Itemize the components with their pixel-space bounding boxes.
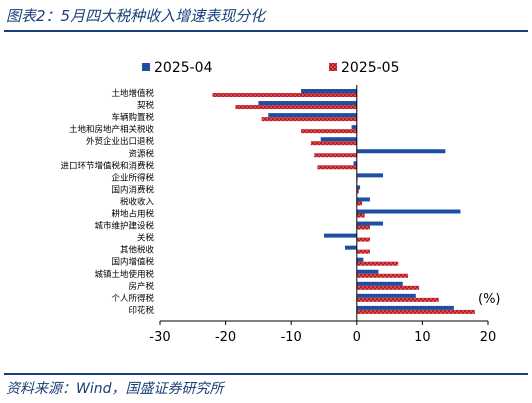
bar-2025-04-13 (344, 245, 357, 250)
category-label: 耕地占用税 (111, 209, 154, 220)
bar-2025-05-16 (356, 285, 420, 290)
bar-2025-04-8 (356, 185, 361, 190)
category-label: 车辆购置税 (111, 112, 154, 123)
bar-2025-05-3 (301, 129, 357, 134)
legend-label-2025-04: 2025-04 (154, 60, 213, 76)
bar-2025-04-10 (356, 209, 461, 214)
bar-2025-04-12 (324, 233, 357, 238)
bar-2025-04-16 (356, 281, 403, 286)
x-axis: -30 -20 -10 0 10 20 (149, 84, 497, 345)
bar-2025-04-6 (353, 161, 357, 166)
bar-2025-05-11 (356, 225, 370, 230)
category-label: 关税 (137, 233, 155, 244)
title-rule (4, 30, 528, 32)
legend-label-2025-05: 2025-05 (341, 60, 400, 76)
bars-group (212, 89, 475, 314)
category-label: 进口环节增值税和消费税 (60, 160, 154, 171)
unit-label: (%) (478, 292, 501, 307)
bar-2025-04-15 (356, 269, 379, 274)
source-note: 资料来源：Wind，国盛证券研究所 (6, 381, 224, 397)
bar-2025-05-1 (235, 105, 357, 110)
bar-2025-05-9 (356, 201, 363, 206)
bar-2025-05-18 (356, 309, 475, 314)
bar-2025-05-5 (314, 153, 357, 158)
bar-2025-04-18 (356, 305, 454, 310)
bar-chart: 2025-04 2025-05 -30 -20 -10 0 10 20 土地增值税契税车辆… (60, 60, 501, 345)
x-tick-label: 20 (480, 330, 497, 345)
bar-2025-04-9 (356, 197, 370, 202)
category-label: 税收收入 (120, 196, 155, 207)
category-label: 城市维护建设税 (94, 221, 154, 232)
bar-2025-05-2 (261, 117, 357, 122)
bar-2025-05-4 (310, 141, 357, 146)
category-labels: 土地增值税契税车辆购置税土地和房地产相关税收外贸企业出口退税资源税进口环节增值税… (60, 88, 154, 316)
bar-2025-05-0 (212, 93, 357, 97)
category-label: 房产税 (128, 281, 154, 292)
legend: 2025-04 2025-05 (142, 60, 400, 76)
x-tick-label: -20 (215, 330, 236, 345)
category-label: 契税 (137, 100, 155, 111)
bar-2025-04-14 (356, 257, 364, 262)
bar-2025-04-0 (301, 89, 357, 93)
bar-2025-04-1 (258, 101, 357, 106)
bar-2025-04-11 (356, 221, 384, 226)
bar-2025-04-4 (320, 137, 357, 142)
bar-2025-05-13 (356, 249, 370, 254)
x-tick-label: -30 (149, 330, 170, 345)
category-label: 国内消费税 (111, 184, 154, 195)
category-label: 资源税 (128, 148, 154, 159)
bar-2025-04-3 (351, 125, 357, 130)
category-label: 国内增值税 (111, 257, 154, 268)
category-label: 外贸企业出口退税 (86, 136, 155, 147)
bar-2025-05-10 (356, 213, 365, 218)
category-label: 其他税收 (120, 245, 155, 256)
bar-2025-05-8 (356, 189, 359, 194)
category-label: 印花税 (128, 305, 154, 316)
legend-swatch-2025-04 (142, 63, 150, 71)
bar-2025-05-14 (356, 261, 399, 266)
bar-2025-04-2 (268, 113, 357, 118)
x-tick-label: 0 (353, 330, 361, 345)
bar-2025-05-17 (356, 297, 439, 302)
x-tick-label: -10 (281, 330, 302, 345)
bar-2025-04-5 (356, 149, 446, 154)
category-label: 土地和房地产相关税收 (69, 124, 155, 135)
source-rule (4, 373, 528, 375)
bar-2025-04-17 (356, 293, 416, 298)
bar-2025-05-6 (317, 165, 357, 170)
bar-2025-05-15 (356, 273, 408, 278)
category-label: 城镇土地使用税 (94, 269, 154, 280)
x-tick-label: 10 (414, 330, 431, 345)
figure-title: 图表2：5月四大税种收入增速表现分化 (6, 7, 266, 25)
bar-2025-05-12 (356, 237, 370, 242)
bar-2025-04-7 (356, 173, 384, 178)
category-label: 个人所得税 (111, 293, 154, 304)
category-label: 企业所得税 (111, 172, 154, 183)
legend-swatch-2025-05 (329, 63, 337, 71)
category-label: 土地增值税 (111, 88, 154, 99)
